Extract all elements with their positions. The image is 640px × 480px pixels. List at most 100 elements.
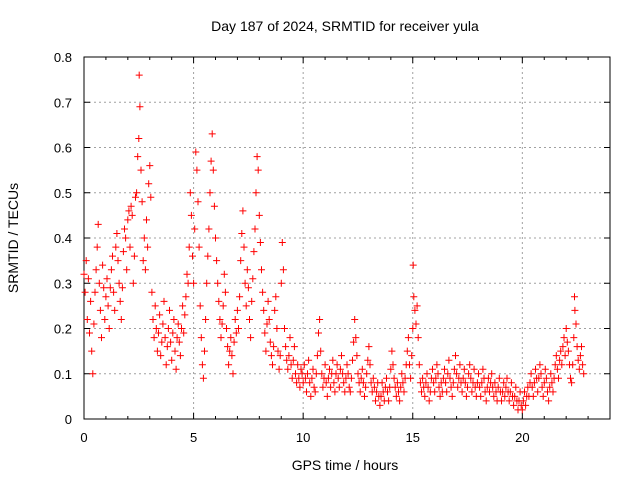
data-point [289, 356, 297, 364]
data-point [264, 297, 272, 305]
data-point [367, 379, 375, 387]
data-point [128, 211, 136, 219]
data-point [203, 279, 211, 287]
data-point [407, 374, 415, 382]
data-point [532, 365, 539, 373]
data-point [370, 383, 378, 391]
data-point [448, 392, 456, 400]
data-point [269, 361, 276, 369]
data-point [169, 329, 177, 337]
data-point [353, 352, 361, 360]
data-point [185, 243, 193, 251]
data-point [189, 252, 196, 260]
data-point [506, 388, 514, 396]
y-axis-label: SRMTID / TECUs [5, 183, 21, 293]
data-point [201, 347, 208, 355]
data-point [174, 320, 182, 328]
data-point [536, 361, 544, 369]
data-point [482, 397, 490, 405]
data-point [258, 266, 265, 274]
data-point [238, 230, 246, 237]
data-point [512, 383, 520, 391]
data-point [127, 202, 135, 210]
x-tick-label: 0 [80, 430, 87, 445]
data-point [82, 257, 90, 265]
data-point [528, 383, 536, 391]
data-point [286, 334, 294, 342]
data-point [209, 166, 217, 174]
data-point [559, 343, 567, 351]
data-point [340, 379, 348, 387]
data-point [129, 279, 137, 287]
data-point [299, 379, 307, 387]
data-point [458, 388, 466, 396]
data-point [310, 383, 318, 391]
data-point [397, 383, 405, 391]
data-point [186, 189, 194, 197]
data-point [467, 374, 475, 382]
data-point [221, 288, 229, 296]
data-point [135, 71, 143, 79]
data-point [369, 374, 377, 382]
data-point [237, 257, 245, 265]
data-point [241, 279, 249, 287]
data-point [334, 374, 342, 382]
data-point [123, 266, 131, 274]
data-point [511, 392, 519, 400]
x-tick-label: 10 [296, 430, 310, 445]
data-point [410, 293, 418, 301]
data-point [436, 392, 444, 400]
data-point [223, 325, 230, 332]
data-point [219, 302, 227, 310]
data-point [137, 166, 145, 174]
data-point [409, 261, 417, 269]
data-point [232, 329, 240, 337]
data-point [519, 397, 527, 405]
data-point [196, 302, 204, 310]
data-point [164, 325, 172, 332]
data-point [117, 316, 125, 323]
data-point [486, 388, 493, 396]
data-point [273, 325, 281, 332]
data-point [331, 388, 339, 396]
data-point [106, 284, 114, 292]
data-point [216, 316, 224, 323]
data-point [313, 352, 321, 360]
data-point [279, 266, 287, 274]
data-point [125, 207, 133, 215]
data-point [424, 383, 432, 391]
data-point [307, 392, 315, 400]
data-point [568, 379, 576, 387]
data-point [195, 243, 203, 251]
data-point [89, 370, 97, 378]
data-point [239, 207, 247, 215]
data-point [94, 220, 102, 228]
data-point [182, 293, 190, 301]
data-point [399, 379, 407, 387]
data-point [306, 379, 314, 387]
data-point [102, 293, 110, 301]
data-point [527, 370, 535, 378]
data-point [246, 316, 253, 323]
data-point [466, 361, 474, 369]
data-point [255, 211, 263, 219]
data-point [349, 356, 356, 364]
data-point [121, 225, 128, 233]
data-point [143, 216, 150, 224]
data-point [537, 370, 545, 378]
data-point [285, 352, 293, 360]
data-point [261, 329, 269, 337]
data-point [575, 365, 583, 373]
data-point [122, 234, 130, 242]
data-point [443, 388, 451, 396]
data-point [459, 374, 467, 382]
data-point [579, 361, 587, 369]
data-point [429, 365, 436, 373]
data-point [248, 297, 256, 305]
data-point [549, 388, 557, 396]
data-point [210, 202, 218, 210]
data-point [144, 243, 152, 251]
data-point [173, 334, 181, 342]
data-point [562, 325, 570, 332]
grid [84, 57, 610, 419]
